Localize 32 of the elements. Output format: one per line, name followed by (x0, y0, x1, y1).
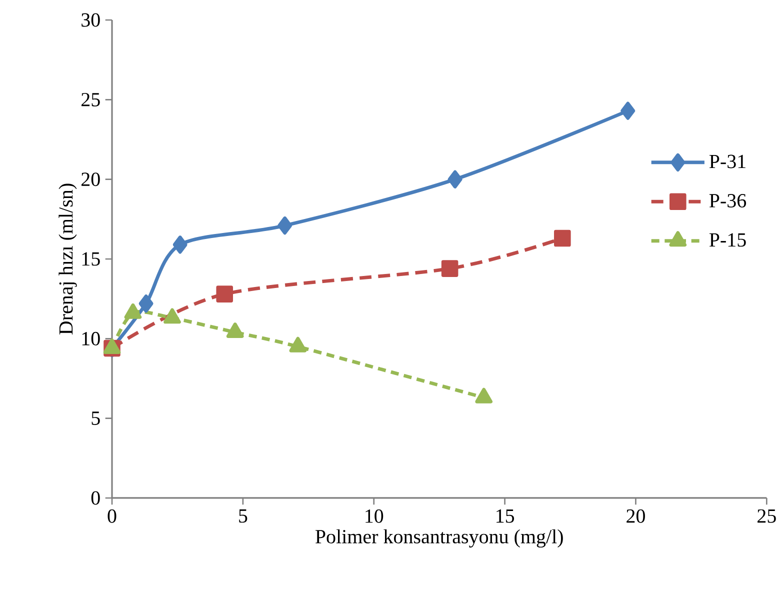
y-tick-label: 20 (82, 172, 100, 186)
y-tick-label: 0 (91, 491, 100, 505)
legend-label: P-15 (709, 233, 746, 247)
x-tick-label: 10 (366, 509, 384, 523)
y-axis-title: Drenaj hızı (ml/sn) (58, 184, 77, 334)
x-tick-label: 5 (239, 509, 248, 523)
y-tick-label: 30 (82, 13, 100, 27)
x-axis-title: Polimer konsantrasyonu (mg/l) (315, 529, 563, 548)
point (475, 388, 493, 404)
point (448, 170, 462, 188)
legend-label: P-31 (709, 154, 746, 168)
point (554, 230, 571, 247)
point (278, 216, 292, 235)
x-tick-label: 20 (626, 509, 645, 523)
legend-label: P-36 (709, 194, 746, 208)
point (164, 308, 181, 324)
x-tick-label: 0 (108, 509, 116, 523)
point (172, 236, 188, 254)
point (226, 322, 244, 338)
y-tick-label: 5 (92, 412, 100, 425)
x-tick-label: 25 (758, 509, 776, 523)
x-tick-label: 15 (496, 509, 514, 523)
point (124, 303, 142, 319)
point (289, 336, 307, 352)
point (138, 294, 154, 313)
y-tick-label: 10 (82, 332, 100, 346)
y-tick-label: 15 (82, 252, 100, 266)
point (216, 286, 234, 302)
point (441, 260, 458, 277)
point (620, 102, 636, 120)
y-tick-label: 25 (82, 92, 100, 106)
point (103, 338, 121, 354)
